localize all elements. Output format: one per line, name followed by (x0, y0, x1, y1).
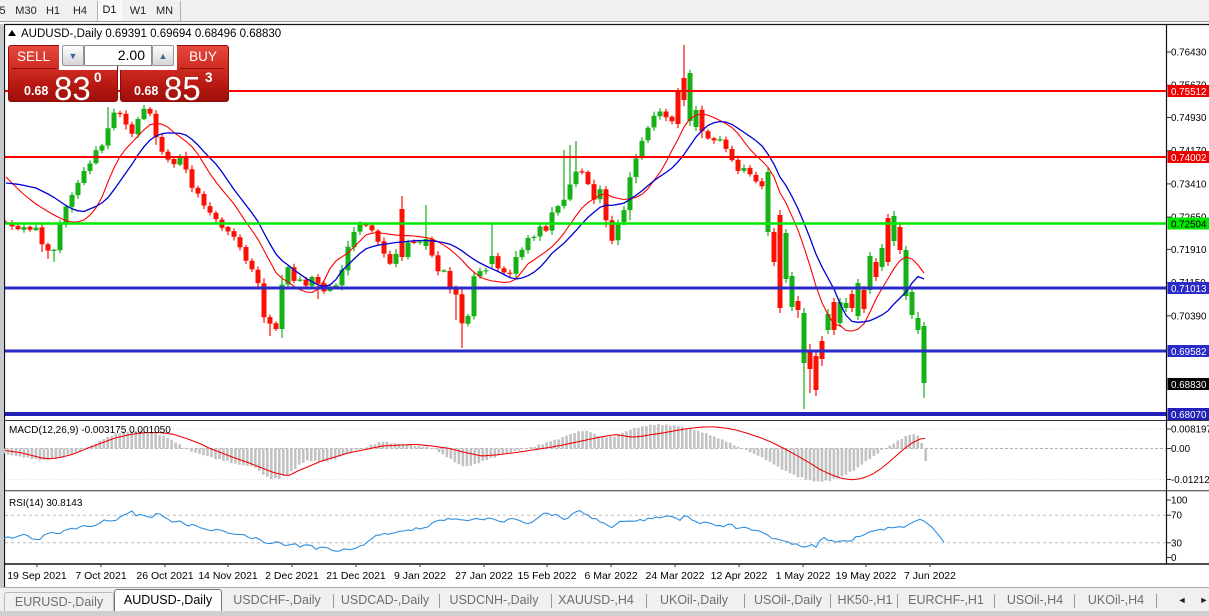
svg-text:24 Mar 2022: 24 Mar 2022 (646, 570, 705, 582)
svg-text:19 Sep 2021: 19 Sep 2021 (7, 570, 67, 582)
svg-text:70: 70 (1171, 511, 1182, 522)
svg-text:21 Dec 2021: 21 Dec 2021 (326, 570, 386, 582)
svg-text:-0.012123: -0.012123 (1171, 475, 1209, 486)
svg-text:0.72504: 0.72504 (1171, 219, 1207, 230)
svg-text:15 Feb 2022: 15 Feb 2022 (518, 570, 577, 582)
svg-text:9 Jan 2022: 9 Jan 2022 (394, 570, 446, 582)
svg-text:0.73410: 0.73410 (1171, 179, 1207, 190)
svg-text:0.75512: 0.75512 (1171, 87, 1206, 98)
svg-text:27 Jan 2022: 27 Jan 2022 (455, 570, 513, 582)
svg-text:0.008197: 0.008197 (1171, 425, 1209, 436)
svg-text:0: 0 (1171, 553, 1177, 564)
svg-text:0.71910: 0.71910 (1171, 245, 1207, 256)
svg-text:7 Oct 2021: 7 Oct 2021 (75, 570, 127, 582)
svg-text:100: 100 (1171, 496, 1188, 507)
svg-text:14 Nov 2021: 14 Nov 2021 (198, 570, 258, 582)
svg-text:12 Apr 2022: 12 Apr 2022 (711, 570, 768, 582)
svg-text:0.70390: 0.70390 (1171, 311, 1207, 322)
svg-text:0.74002: 0.74002 (1171, 153, 1206, 164)
svg-text:0.69582: 0.69582 (1171, 347, 1206, 358)
svg-text:0.00: 0.00 (1171, 444, 1191, 455)
svg-text:2 Dec 2021: 2 Dec 2021 (265, 570, 319, 582)
svg-text:30: 30 (1171, 538, 1182, 549)
svg-text:AUDUSD-,Daily 0.69391 0.69694: AUDUSD-,Daily 0.69391 0.69694 0.68496 0.… (21, 28, 281, 40)
svg-text:7 Jun 2022: 7 Jun 2022 (904, 570, 956, 582)
svg-text:MACD(12,26,9) -0.003175 0.0010: MACD(12,26,9) -0.003175 0.001050 (9, 425, 171, 436)
svg-text:0.68070: 0.68070 (1171, 410, 1207, 421)
svg-text:0.74930: 0.74930 (1171, 113, 1207, 124)
svg-text:0.68830: 0.68830 (1171, 380, 1207, 391)
svg-text:1 May 2022: 1 May 2022 (776, 570, 831, 582)
svg-text:6 Mar 2022: 6 Mar 2022 (584, 570, 637, 582)
svg-text:RSI(14) 30.8143: RSI(14) 30.8143 (9, 498, 83, 509)
svg-text:26 Oct 2021: 26 Oct 2021 (136, 570, 193, 582)
svg-text:19 May 2022: 19 May 2022 (836, 570, 897, 582)
svg-text:0.71013: 0.71013 (1171, 284, 1207, 295)
svg-text:0.76430: 0.76430 (1171, 48, 1207, 59)
